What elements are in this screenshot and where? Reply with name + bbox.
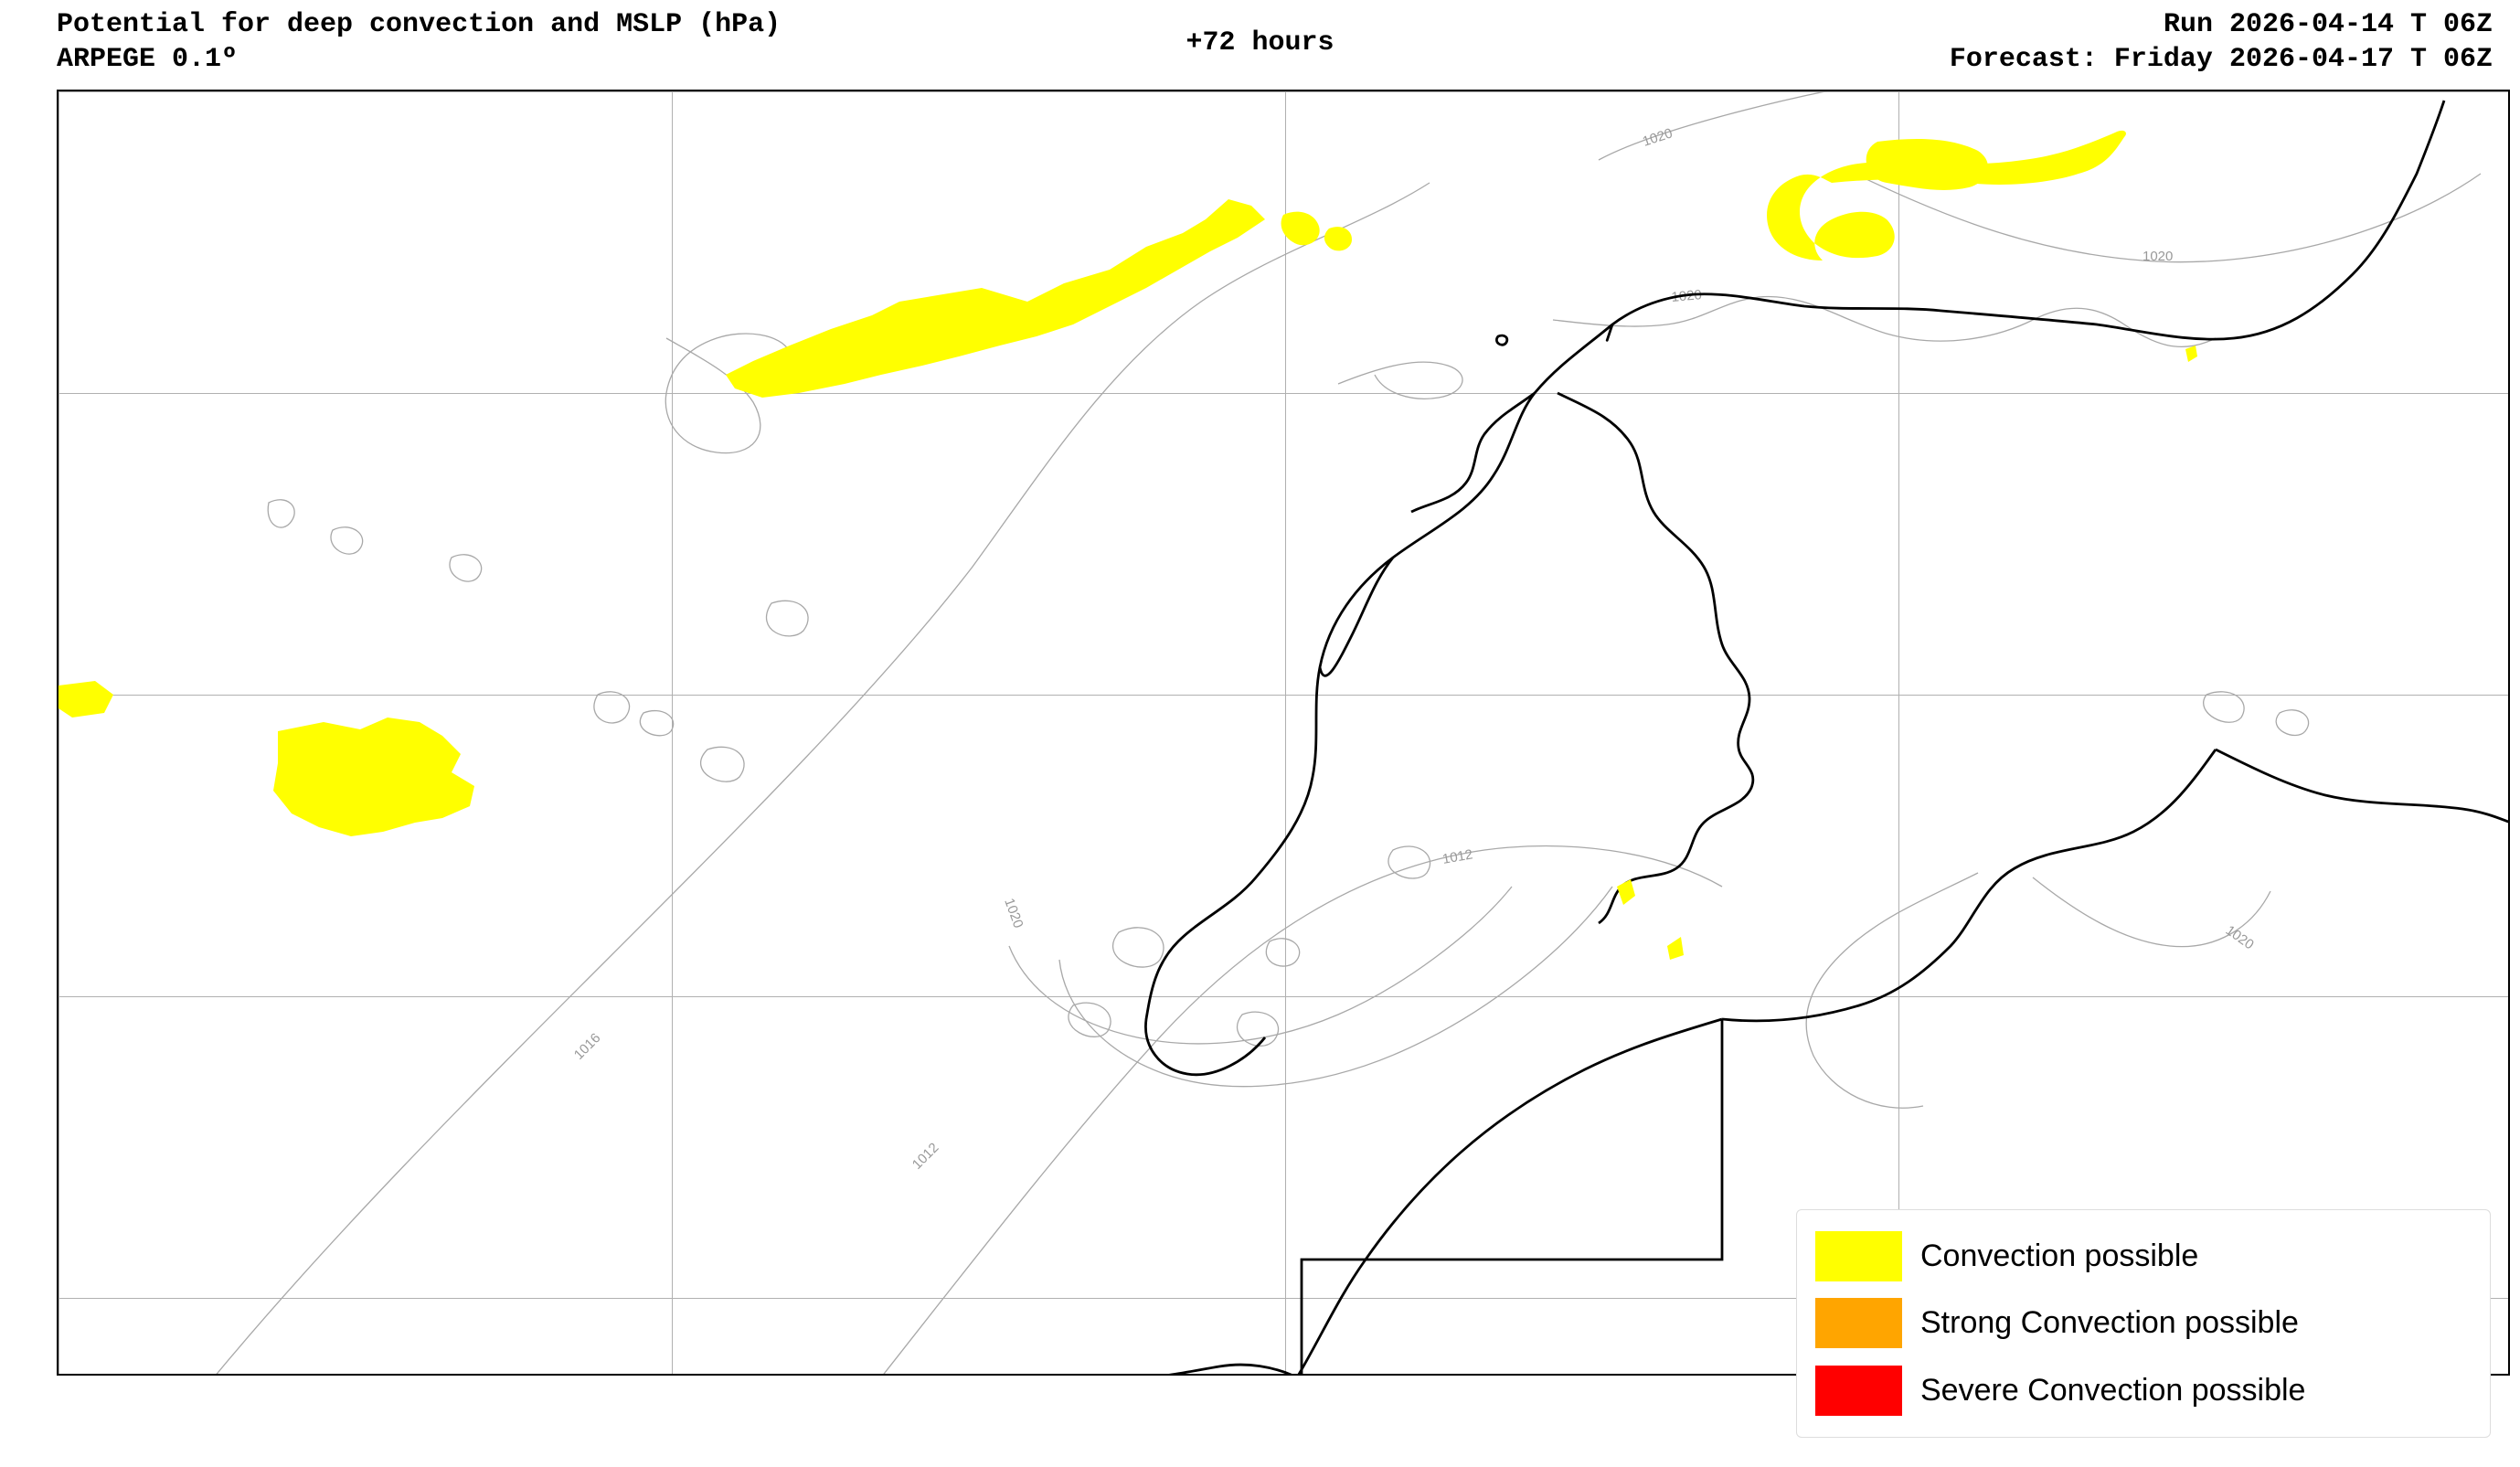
legend-box: Convection possible Strong Convection po… <box>1796 1209 2491 1438</box>
weather-chart-root: Potential for deep convection and MSLP (… <box>0 0 2520 1467</box>
legend-row-severe: Severe Convection possible <box>1815 1357 2472 1424</box>
legend-swatch-convection <box>1815 1231 1902 1281</box>
legend-row-convection: Convection possible <box>1815 1223 2472 1290</box>
legend-row-strong: Strong Convection possible <box>1815 1290 2472 1356</box>
chart-forecast-datetime-label: Forecast: Friday 2026-04-17 T 06Z <box>1950 44 2493 75</box>
map-svg-layer: 1020 1020 1020 1020 1020 1020 1016 1012 … <box>58 91 2510 1376</box>
isobar-label-1020-a: 1020 <box>1641 125 1675 149</box>
coastlines <box>1137 101 2510 1376</box>
isobar-label-1012-b: 1012 <box>1441 846 1474 867</box>
isobar-label-1012-a: 1012 <box>909 1140 942 1173</box>
legend-label-strong: Strong Convection possible <box>1920 1305 2299 1341</box>
legend-swatch-severe <box>1815 1366 1902 1416</box>
isobar-label-1020-e: 1020 <box>1001 897 1026 930</box>
chart-forecast-hour-label: +72 hours <box>1186 27 1334 58</box>
legend-label-severe: Severe Convection possible <box>1920 1373 2305 1409</box>
isobar-lines <box>214 91 2481 1376</box>
isobar-label-1020-f: 1020 <box>2223 922 2257 952</box>
chart-subtitle-model: ARPEGE 0.1º <box>57 44 238 75</box>
convection-zone-group <box>58 131 2197 960</box>
isobar-label-1016: 1016 <box>571 1030 604 1063</box>
legend-label-convection: Convection possible <box>1920 1238 2198 1274</box>
map-plot-area: 45.9°N 40.7°N 35.4°N 30.2°N 25°N 32°W 22… <box>57 90 2510 1376</box>
legend-swatch-strong <box>1815 1298 1902 1348</box>
chart-title: Potential for deep convection and MSLP (… <box>57 9 781 40</box>
chart-run-label: Run 2026-04-14 T 06Z <box>2164 9 2493 40</box>
isobar-label-1020-b: 1020 <box>2143 249 2173 264</box>
